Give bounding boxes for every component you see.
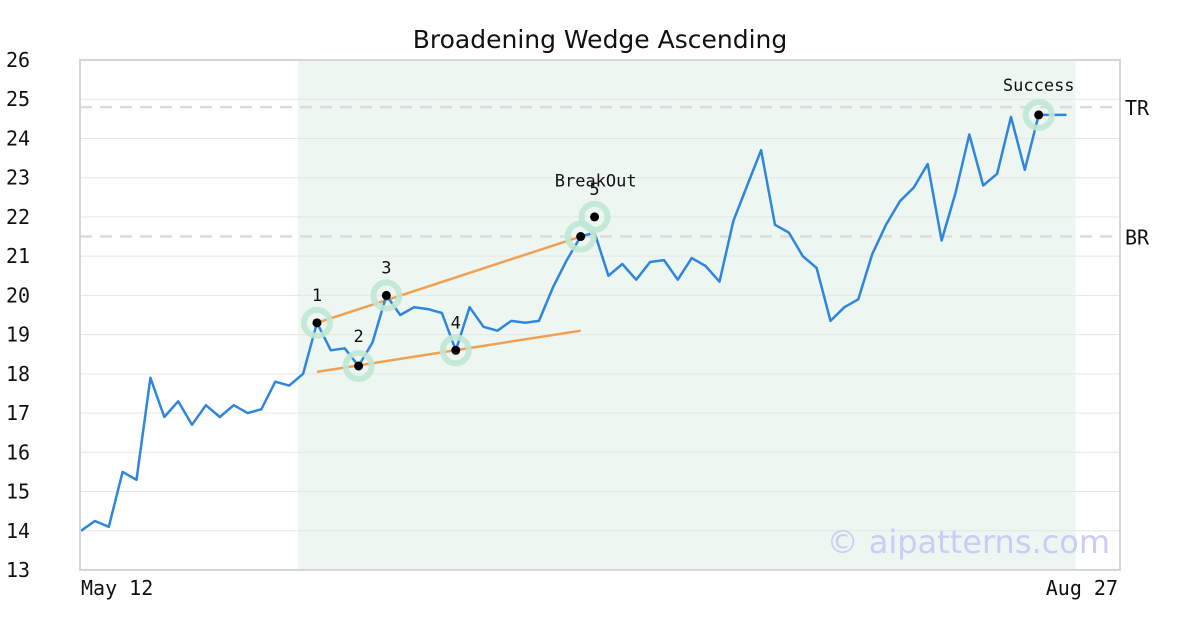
- pattern-point-label: 1: [312, 286, 322, 306]
- annotation-success-dot: [1034, 110, 1044, 120]
- pattern-point-2-halo: [342, 350, 375, 382]
- y-tick-label: 26: [6, 48, 30, 72]
- annotation-success-halo: [1022, 98, 1055, 131]
- pattern-point-4-dot: [451, 345, 461, 355]
- pattern-point-label: 4: [451, 313, 461, 333]
- pattern-point-1-dot: [312, 318, 322, 328]
- pattern-point-2-dot: [354, 361, 364, 371]
- y-tick-label: 14: [6, 519, 30, 543]
- level-lines: TR BR: [80, 96, 1150, 250]
- annotation-breakout-halo: [564, 220, 597, 253]
- watermark: © aipatterns.com: [827, 523, 1110, 561]
- y-tick-label: 15: [6, 480, 30, 504]
- y-tick-label: 17: [6, 401, 30, 425]
- y-tick-label: 13: [6, 558, 30, 582]
- y-tick-label: 25: [6, 87, 30, 111]
- pattern-point-5-dot: [590, 212, 600, 222]
- y-tick-label: 22: [6, 205, 30, 229]
- annotation-label-breakout: BreakOut: [555, 172, 637, 192]
- x-axis: May 12 Aug 27: [81, 576, 1118, 600]
- x-tick-label: May 12: [81, 576, 153, 600]
- pattern-point-1-halo: [300, 306, 333, 339]
- y-tick-label: 21: [6, 244, 30, 268]
- y-tick-label: 20: [6, 283, 30, 307]
- level-label-tr: TR: [1125, 96, 1150, 120]
- x-tick-label: Aug 27: [1046, 576, 1118, 600]
- pattern-point-label: 2: [353, 327, 363, 347]
- annotation-breakout-dot: [576, 232, 586, 242]
- annotation-label-success: Success: [1003, 76, 1075, 96]
- chart-title: Broadening Wedge Ascending: [413, 25, 788, 54]
- pattern-point-label: 5: [589, 180, 599, 200]
- y-tick-label: 23: [6, 166, 30, 190]
- trendline: [316, 235, 582, 325]
- pattern-point-label: 3: [381, 258, 391, 278]
- plot-frame: [79, 59, 1121, 571]
- y-tick-label: 19: [6, 323, 30, 347]
- pattern-point-3-dot: [381, 290, 391, 300]
- y-tick-label: 24: [6, 126, 30, 150]
- y-tick-label: 16: [6, 440, 30, 464]
- pattern-point-4-halo: [439, 334, 472, 367]
- level-label-br: BR: [1125, 226, 1150, 250]
- y-axis: 13 14 15 16 17 18 19 20 21 22 23 24 25 26: [6, 48, 30, 582]
- pattern-point-3-halo: [370, 279, 403, 312]
- highlight-region: [298, 60, 1076, 570]
- y-tick-label: 18: [6, 362, 30, 386]
